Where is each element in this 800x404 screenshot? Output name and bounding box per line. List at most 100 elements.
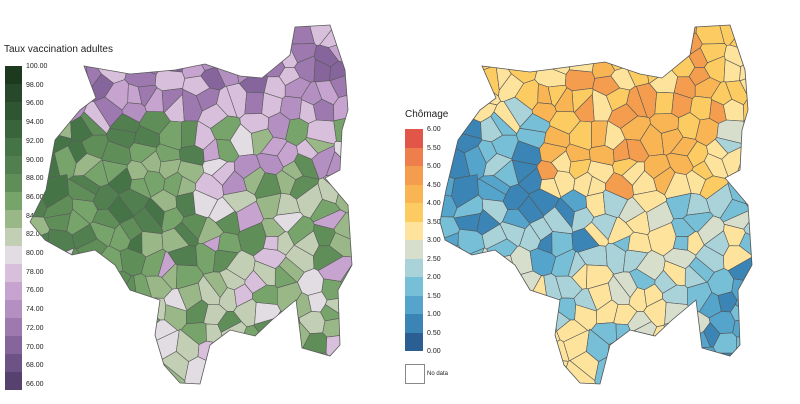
map-region[interactable] <box>84 343 110 369</box>
map-region[interactable] <box>96 20 123 56</box>
map-region[interactable] <box>602 360 638 404</box>
map-region[interactable] <box>420 193 458 218</box>
map-region[interactable] <box>234 347 256 375</box>
map-region[interactable] <box>144 87 164 113</box>
map-region[interactable] <box>65 81 92 106</box>
map-region[interactable] <box>660 346 689 374</box>
map-region[interactable] <box>557 5 581 50</box>
map-region[interactable] <box>732 317 772 338</box>
map-region[interactable] <box>639 123 665 157</box>
map-region[interactable] <box>130 48 160 75</box>
map-region[interactable] <box>10 117 46 147</box>
map-region[interactable] <box>485 353 508 375</box>
map-region[interactable] <box>494 274 516 297</box>
map-region[interactable] <box>476 364 504 404</box>
map-region[interactable] <box>70 332 89 356</box>
map-region[interactable] <box>641 5 666 47</box>
map-region[interactable] <box>630 372 664 404</box>
map-region[interactable] <box>262 235 279 251</box>
map-region[interactable] <box>585 5 624 43</box>
map-region[interactable] <box>84 274 106 297</box>
map-region[interactable] <box>124 330 151 348</box>
map-region[interactable] <box>557 43 582 69</box>
map-region[interactable] <box>437 84 463 110</box>
map-region[interactable] <box>47 281 74 310</box>
map-region[interactable] <box>731 278 758 301</box>
map-region[interactable] <box>420 315 459 350</box>
map-region[interactable] <box>10 315 49 350</box>
map-region[interactable] <box>655 371 699 404</box>
map-region[interactable] <box>231 5 256 47</box>
map-region[interactable] <box>33 18 55 63</box>
map-region[interactable] <box>735 296 772 319</box>
map-region[interactable] <box>735 332 770 361</box>
map-region[interactable] <box>420 261 467 288</box>
map-region[interactable] <box>719 360 743 389</box>
map-region[interactable] <box>687 346 718 369</box>
map-region[interactable] <box>738 36 773 68</box>
map-region[interactable] <box>335 178 372 214</box>
map-region[interactable] <box>420 144 456 176</box>
map-region[interactable] <box>743 140 772 178</box>
map-region[interactable] <box>454 328 481 357</box>
map-region[interactable] <box>309 360 333 389</box>
map-region[interactable] <box>270 32 293 56</box>
map-region[interactable] <box>461 82 481 107</box>
map-region[interactable] <box>532 306 558 332</box>
map-region[interactable] <box>10 193 48 218</box>
map-region[interactable] <box>554 87 574 113</box>
map-region[interactable] <box>147 5 171 50</box>
map-region[interactable] <box>75 353 98 375</box>
map-region[interactable] <box>491 37 515 66</box>
map-region[interactable] <box>509 309 534 336</box>
map-region[interactable] <box>67 287 94 315</box>
map-region[interactable] <box>10 358 57 404</box>
map-region[interactable] <box>512 45 542 71</box>
map-region[interactable] <box>107 367 162 404</box>
map-region[interactable] <box>10 75 42 119</box>
map-region[interactable] <box>10 5 49 67</box>
map-region[interactable] <box>99 328 126 356</box>
map-region[interactable] <box>68 175 101 196</box>
map-region[interactable] <box>729 5 772 48</box>
map-region[interactable] <box>443 18 465 63</box>
map-region[interactable] <box>178 36 203 61</box>
map-region[interactable] <box>693 370 743 404</box>
map-region[interactable] <box>609 23 633 54</box>
map-region[interactable] <box>124 64 157 88</box>
map-region[interactable] <box>277 330 302 350</box>
map-region[interactable] <box>18 244 57 266</box>
map-region[interactable] <box>250 5 289 42</box>
map-region[interactable] <box>672 235 689 251</box>
map-region[interactable] <box>453 51 483 70</box>
map-region[interactable] <box>216 42 238 63</box>
map-region[interactable] <box>199 23 223 54</box>
map-region[interactable] <box>250 346 279 374</box>
map-region[interactable] <box>588 36 613 61</box>
map-region[interactable] <box>63 44 87 71</box>
map-region[interactable] <box>322 317 372 338</box>
map-region[interactable] <box>457 354 480 404</box>
map-region[interactable] <box>10 172 45 197</box>
map-region[interactable] <box>695 5 725 45</box>
map-region[interactable] <box>457 281 484 310</box>
map-region[interactable] <box>478 175 511 196</box>
map-region[interactable] <box>10 281 54 318</box>
map-region[interactable] <box>594 356 621 404</box>
map-region[interactable] <box>211 5 246 46</box>
map-region[interactable] <box>432 304 464 333</box>
map-region[interactable] <box>738 360 772 404</box>
map-region[interactable] <box>99 309 124 336</box>
map-region[interactable] <box>68 64 90 97</box>
map-region[interactable] <box>626 42 648 63</box>
map-region[interactable] <box>702 355 721 378</box>
map-region[interactable] <box>83 307 103 338</box>
map-region[interactable] <box>222 356 245 384</box>
map-region[interactable] <box>743 114 772 144</box>
map-region[interactable] <box>34 101 65 130</box>
map-region[interactable] <box>175 5 214 43</box>
map-region[interactable] <box>277 346 308 369</box>
map-region[interactable] <box>568 50 595 73</box>
map-region[interactable] <box>478 64 500 97</box>
map-region[interactable] <box>509 328 536 356</box>
